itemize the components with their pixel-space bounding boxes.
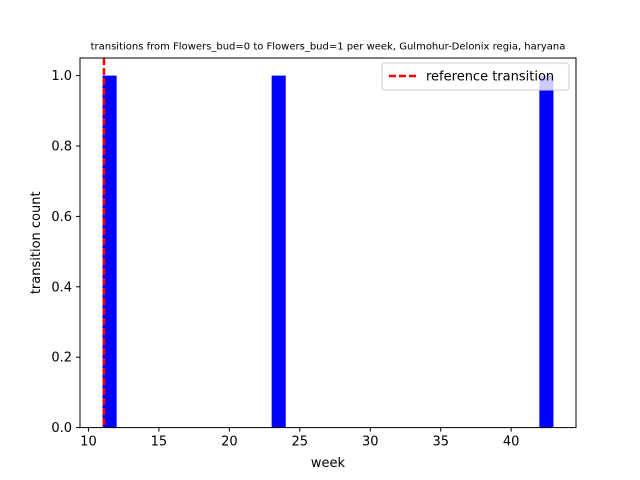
- plot-area: [102, 58, 554, 428]
- y-axis: 0.0 0.2 0.4 0.6 0.8 1.0: [51, 69, 80, 436]
- y-tick-label: 0.8: [51, 140, 72, 155]
- y-axis-label: transition count: [29, 191, 44, 294]
- x-tick-label: 35: [432, 435, 449, 450]
- y-tick-label: 0.0: [51, 421, 72, 436]
- y-tick-label: 0.4: [51, 280, 72, 295]
- y-tick-label: 1.0: [51, 69, 72, 84]
- x-tick-label: 10: [80, 435, 97, 450]
- bar: [539, 75, 554, 428]
- x-tick-label: 15: [151, 435, 168, 450]
- x-axis: 10 15 20 25 30 35 40: [80, 427, 520, 450]
- x-tick-label: 20: [221, 435, 238, 450]
- chart-title: transitions from Flowers_bud=0 to Flower…: [91, 42, 566, 53]
- x-tick-label: 30: [362, 435, 379, 450]
- bar: [102, 75, 117, 428]
- axes-frame: [79, 57, 577, 429]
- x-tick-label: 25: [292, 435, 309, 450]
- y-tick-label: 0.6: [51, 210, 72, 225]
- legend-label: reference transition: [426, 70, 554, 85]
- bar: [271, 75, 286, 428]
- legend-box: [381, 62, 570, 91]
- x-axis-label: week: [311, 456, 346, 471]
- legend: reference transition: [381, 62, 570, 91]
- y-tick-label: 0.2: [51, 351, 72, 366]
- x-tick-label: 40: [503, 435, 520, 450]
